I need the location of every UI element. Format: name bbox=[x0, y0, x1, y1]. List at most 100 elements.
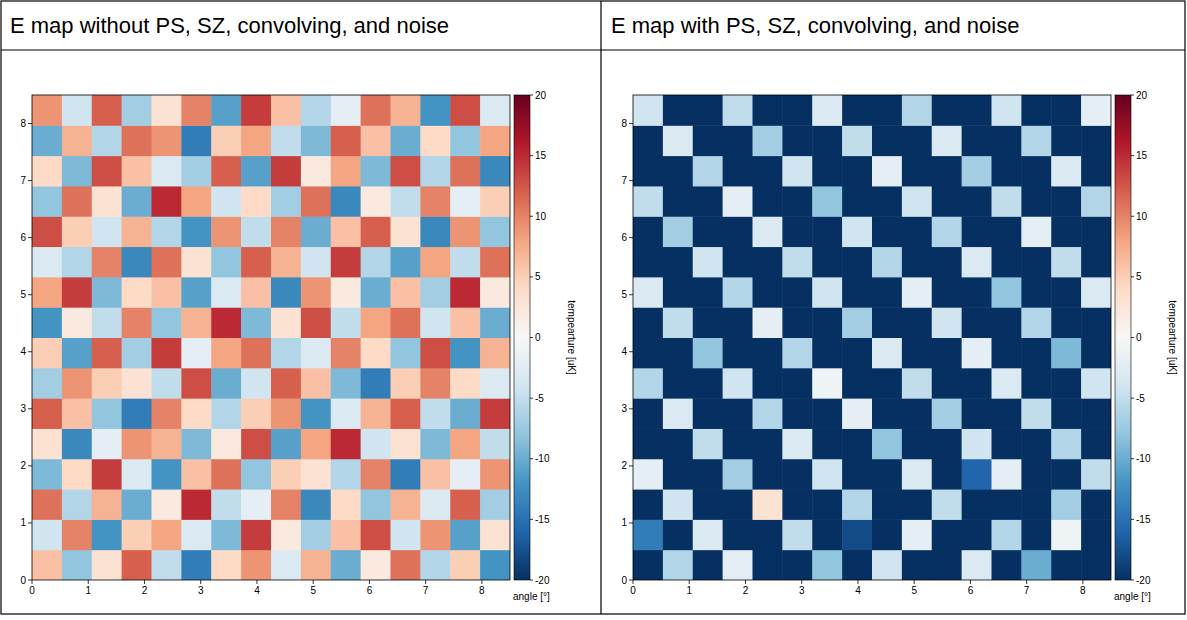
cell bbox=[633, 338, 663, 369]
cell bbox=[663, 428, 693, 459]
cell bbox=[633, 156, 663, 187]
cell bbox=[782, 489, 812, 520]
colorbar-tick bbox=[530, 155, 533, 156]
cell bbox=[1081, 428, 1111, 459]
colorbar-tick bbox=[1131, 216, 1134, 217]
cell bbox=[842, 338, 872, 369]
cell bbox=[152, 398, 182, 429]
cell bbox=[633, 277, 663, 308]
cell bbox=[782, 156, 812, 187]
cell bbox=[992, 247, 1022, 278]
cell bbox=[271, 338, 301, 369]
y-tick bbox=[28, 237, 32, 238]
cell bbox=[331, 216, 361, 247]
cell bbox=[932, 338, 962, 369]
cell bbox=[782, 368, 812, 399]
colorbar-tick-label: -10 bbox=[1136, 453, 1151, 464]
cell bbox=[420, 156, 450, 187]
cell bbox=[992, 489, 1022, 520]
cell bbox=[32, 156, 62, 187]
x-tick-label: 0 bbox=[29, 585, 35, 596]
cell bbox=[723, 398, 753, 429]
cell bbox=[301, 459, 331, 490]
cell bbox=[1051, 186, 1081, 217]
cell bbox=[663, 519, 693, 550]
cell bbox=[663, 489, 693, 520]
cell bbox=[241, 247, 271, 278]
cell bbox=[842, 125, 872, 156]
cell bbox=[450, 338, 480, 369]
cell bbox=[361, 459, 391, 490]
cell bbox=[1021, 307, 1051, 338]
cell bbox=[331, 307, 361, 338]
y-tick-label: 1 bbox=[621, 517, 627, 528]
colorbar-tick bbox=[530, 216, 533, 217]
cell bbox=[241, 459, 271, 490]
cell bbox=[842, 216, 872, 247]
colorbar-tick-label: -20 bbox=[535, 575, 550, 586]
cell bbox=[301, 156, 331, 187]
cell bbox=[92, 247, 122, 278]
cell bbox=[62, 277, 92, 308]
colorbar-tick bbox=[1131, 580, 1134, 581]
cell bbox=[62, 247, 92, 278]
cell bbox=[1051, 307, 1081, 338]
x-tick-label: 4 bbox=[254, 585, 260, 596]
cell bbox=[932, 186, 962, 217]
cell bbox=[753, 519, 783, 550]
cell bbox=[331, 125, 361, 156]
cell bbox=[241, 156, 271, 187]
cell bbox=[122, 338, 152, 369]
cell bbox=[211, 125, 241, 156]
cell bbox=[693, 186, 723, 217]
y-tick bbox=[28, 408, 32, 409]
cell bbox=[331, 247, 361, 278]
cell bbox=[872, 216, 902, 247]
cell bbox=[1081, 489, 1111, 520]
cell bbox=[391, 550, 421, 580]
cell bbox=[693, 216, 723, 247]
cell bbox=[1081, 277, 1111, 308]
cell bbox=[782, 550, 812, 580]
cell bbox=[902, 156, 932, 187]
x-tick-label: 7 bbox=[423, 585, 429, 596]
cell bbox=[92, 428, 122, 459]
cell bbox=[62, 519, 92, 550]
y-tick-label: 2 bbox=[621, 460, 627, 471]
cell bbox=[1051, 519, 1081, 550]
cell bbox=[932, 216, 962, 247]
x-tick-label: 2 bbox=[743, 585, 749, 596]
cell bbox=[450, 368, 480, 399]
cell bbox=[753, 489, 783, 520]
cell bbox=[92, 459, 122, 490]
cell bbox=[301, 186, 331, 217]
cell bbox=[872, 186, 902, 217]
cell bbox=[271, 398, 301, 429]
cell bbox=[361, 277, 391, 308]
cell bbox=[992, 459, 1022, 490]
colorbar-tick-label: -15 bbox=[535, 514, 550, 525]
table-rule bbox=[1, 49, 1185, 50]
cell bbox=[693, 519, 723, 550]
cell bbox=[902, 186, 932, 217]
cell bbox=[1081, 125, 1111, 156]
cell bbox=[962, 156, 992, 187]
x-tick bbox=[857, 580, 858, 584]
cell bbox=[450, 428, 480, 459]
cell bbox=[331, 459, 361, 490]
cell bbox=[782, 186, 812, 217]
cell bbox=[633, 186, 663, 217]
colorbar-tick bbox=[530, 519, 533, 520]
cell bbox=[450, 277, 480, 308]
cell bbox=[723, 368, 753, 399]
cell bbox=[152, 368, 182, 399]
cell bbox=[1081, 156, 1111, 187]
cell bbox=[782, 428, 812, 459]
cell bbox=[1051, 247, 1081, 278]
y-tick-label: 3 bbox=[20, 403, 26, 414]
cell bbox=[450, 216, 480, 247]
cell bbox=[663, 95, 693, 126]
colorbar-tick-label: 5 bbox=[535, 271, 541, 282]
y-tick bbox=[629, 580, 633, 581]
cell bbox=[122, 307, 152, 338]
